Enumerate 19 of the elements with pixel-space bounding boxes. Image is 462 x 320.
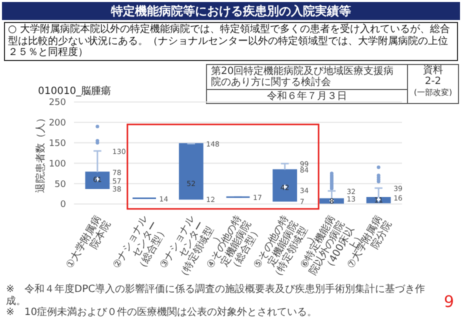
chart-title: 特定機能病院等における疾患別の入院実績等 <box>2 2 460 20</box>
y-axis-title: 退院患者数（人） <box>34 113 47 193</box>
text: 第20回特定機能病院及び地域医療支援病院のあり方に関する検討会 <box>207 65 407 90</box>
text: 9 <box>444 292 454 311</box>
text: 2-2 <box>424 76 442 87</box>
x-tick-label: ①大学附属病院本院 <box>64 214 114 271</box>
y-tick-label: 250 <box>48 98 66 108</box>
text: ※ 令和４年度DPC導入の影響評価に係る調査の施設概要表及び疾患別手術別集計に基づき作成。 <box>6 284 426 306</box>
y-tick-label: 100 <box>48 159 66 170</box>
text: 資料 <box>422 65 444 76</box>
y-tick-label: 0 <box>60 200 66 210</box>
y-tick-label: 150 <box>48 138 66 149</box>
y-tick-label: 50 <box>54 180 66 190</box>
text: (一部改変) <box>412 87 454 98</box>
x-axis-title: 010010_脳腫瘍 <box>38 84 112 98</box>
chart-subtitle: ○ 大学附属病院本院以外の特定機能病院では、特定領域型で多くの患者を受け入れているが、総合型は比較的少ない状況にある。（ナショナルセンター以外の特定領域型では、大学附属病院の上位２５％と同程度） <box>4 22 458 60</box>
text: ※ 10症例未満および０件の医療機関は公表の対象外とされている。 <box>6 307 318 318</box>
annotation: 令和６年７月３日 <box>266 90 348 103</box>
y-tick-label: 200 <box>48 118 66 129</box>
